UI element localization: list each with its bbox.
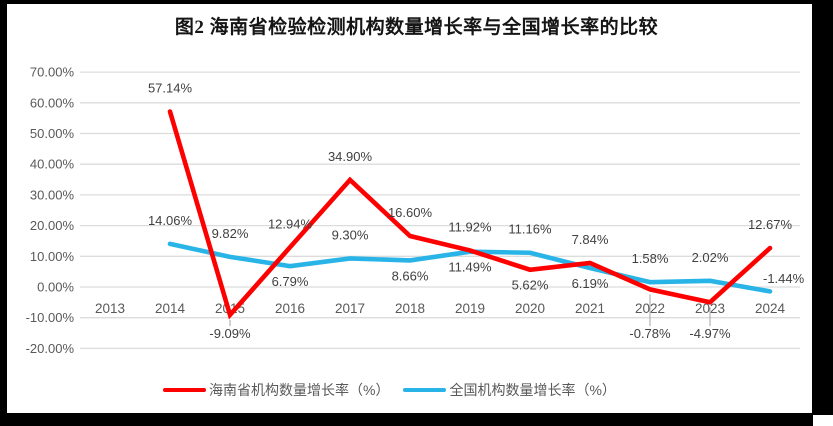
chart-legend: 海南省机构数量增长率（%） 全国机构数量增长率（%）: [163, 380, 630, 400]
hainan-data-label: 57.14%: [148, 81, 193, 96]
scan-border-right: [812, 0, 833, 415]
y-axis-tick-label: 60.00%: [30, 95, 75, 110]
hainan-data-label: 11.92%: [448, 219, 492, 234]
hainan-series-line: [167, 109, 773, 320]
y-axis-tick-label: 40.00%: [30, 157, 75, 172]
national-data-label: 11.49%: [448, 260, 492, 275]
hainan-data-label: -4.97%: [689, 326, 731, 341]
y-axis-tick-label: 50.00%: [30, 126, 75, 141]
legend-label-hainan: 海南省机构数量增长率（%）: [209, 382, 390, 398]
hainan-data-label: 16.60%: [388, 205, 433, 220]
national-data-label: 6.79%: [272, 274, 309, 289]
chart-title: 图2 海南省检验检测机构数量增长率与全国增长率的比较: [174, 17, 659, 38]
y-axis-tick-label: 20.00%: [30, 218, 75, 233]
legend-item-national: 全国机构数量增长率（%）: [403, 380, 616, 400]
hainan-line-swatch-icon: [163, 387, 206, 393]
legend-label-national: 全国机构数量增长率（%）: [449, 382, 616, 398]
hainan-data-label: 7.84%: [572, 232, 609, 247]
x-axis-category-label: 2020: [515, 301, 545, 316]
national-data-label: 11.16%: [508, 222, 552, 237]
x-axis-category-label: 2013: [95, 301, 125, 316]
hainan-data-label: 5.62%: [512, 278, 549, 293]
y-axis-tick-label: 0.00%: [37, 280, 74, 295]
x-axis-category-label: 2018: [395, 301, 425, 316]
y-axis-tick-label: 70.00%: [30, 65, 75, 80]
y-axis-tick-label: 30.00%: [30, 187, 75, 202]
hainan-data-label: -0.78%: [629, 326, 671, 341]
hainan-data-label: 12.94%: [268, 216, 313, 231]
hainan-data-label: 34.90%: [328, 149, 373, 164]
national-line-swatch-icon: [403, 387, 447, 393]
y-axis-tick-label: -10.00%: [26, 310, 75, 325]
national-data-label: 8.66%: [392, 268, 429, 283]
national-data-label: 2.02%: [692, 250, 729, 265]
national-data-label: -1.44%: [763, 271, 805, 286]
y-axis-tick-label: -20.00%: [26, 341, 75, 356]
hainan-data-label: -9.09%: [209, 326, 251, 341]
x-axis-category-label: 2024: [755, 301, 786, 316]
x-axis-category-label: 2017: [335, 301, 365, 316]
national-data-label: 6.19%: [572, 276, 609, 291]
national-data-label: 9.82%: [212, 226, 249, 241]
scan-border-left: [0, 0, 7, 426]
national-data-label: 1.58%: [632, 251, 669, 266]
legend-item-hainan: 海南省机构数量增长率（%）: [163, 380, 389, 400]
x-axis-category-label: 2019: [455, 301, 485, 316]
hainan-data-label: 12.67%: [748, 217, 793, 232]
national-data-label: 9.30%: [332, 227, 369, 242]
scan-border-top: [0, 0, 833, 4]
x-axis-category-label: 2014: [155, 301, 186, 316]
national-data-label: 14.06%: [148, 213, 193, 228]
x-axis-category-label: 2016: [275, 301, 305, 316]
x-axis-category-label: 2021: [575, 301, 605, 316]
y-axis-tick-label: 10.00%: [30, 249, 75, 264]
scan-border-bottom: [0, 413, 813, 426]
